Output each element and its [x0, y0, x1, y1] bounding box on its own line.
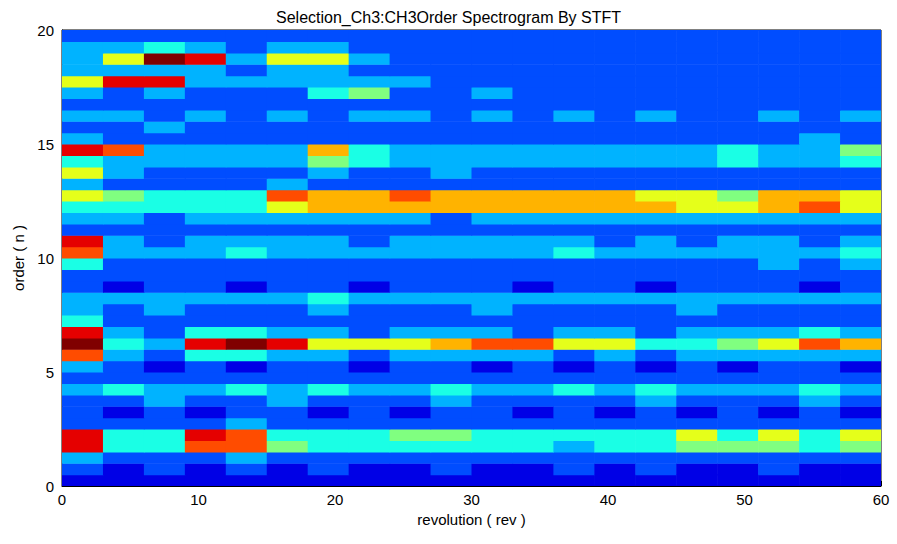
svg-text:20: 20 [37, 22, 54, 39]
svg-text:20: 20 [327, 491, 344, 508]
svg-text:30: 30 [463, 491, 480, 508]
svg-text:5: 5 [46, 364, 54, 381]
svg-text:40: 40 [600, 491, 617, 508]
svg-text:10: 10 [190, 491, 207, 508]
svg-text:0: 0 [46, 478, 54, 495]
svg-text:15: 15 [37, 136, 54, 153]
svg-text:order ( n ): order ( n ) [10, 225, 27, 291]
svg-text:50: 50 [736, 491, 753, 508]
svg-text:60: 60 [873, 491, 890, 508]
svg-text:10: 10 [37, 250, 54, 267]
svg-text:revolution ( rev ): revolution ( rev ) [417, 511, 525, 528]
svg-text:Selection_Ch3:CH3Order Spectro: Selection_Ch3:CH3Order Spectrogram By ST… [276, 9, 621, 27]
svg-text:0: 0 [58, 491, 66, 508]
